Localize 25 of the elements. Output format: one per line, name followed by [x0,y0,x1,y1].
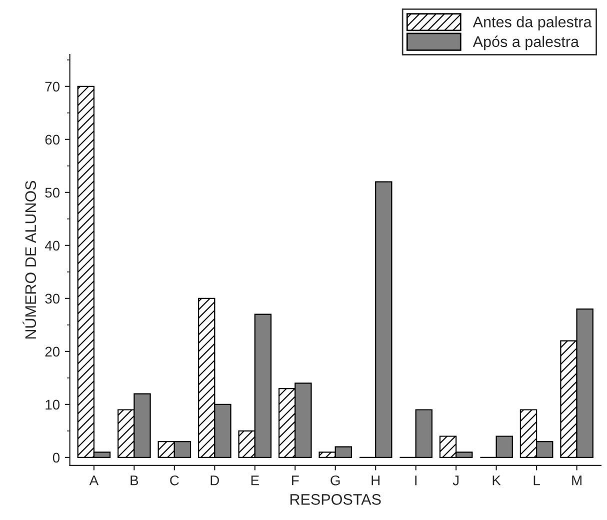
y-axis-title: NÚMERO DE ALUNOS [22,180,36,339]
x-tick-label: F [292,476,299,486]
x-tick-label: H [372,476,380,486]
x-tick-label: L [534,476,540,486]
x-tick-label: D [210,476,220,486]
x-tick-label: A [89,476,99,486]
y-tick-label: 20 [45,346,60,357]
y-tick-label: 50 [45,188,60,198]
x-tick-label: E [251,476,259,486]
legend-label: Após a palestra [472,36,580,50]
y-tick-label: 70 [45,82,60,92]
x-tick-label: I [415,476,416,486]
x-axis-title: RESPOSTAS [290,494,381,505]
x-tick-label: B [130,476,138,486]
x-tick-label: G [330,475,340,486]
x-tick-label: C [170,475,179,486]
x-tick-label: K [492,476,501,486]
y-tick-label: 40 [44,240,60,251]
x-tick-label: J [452,476,459,486]
y-tick-label: 60 [45,134,60,145]
legend-label: Antes da palestra [472,16,592,30]
y-tick-label: 30 [45,294,60,304]
y-tick-label: 10 [46,400,60,410]
y-tick-label: 0 [52,452,60,463]
x-tick-label: M [572,476,582,486]
